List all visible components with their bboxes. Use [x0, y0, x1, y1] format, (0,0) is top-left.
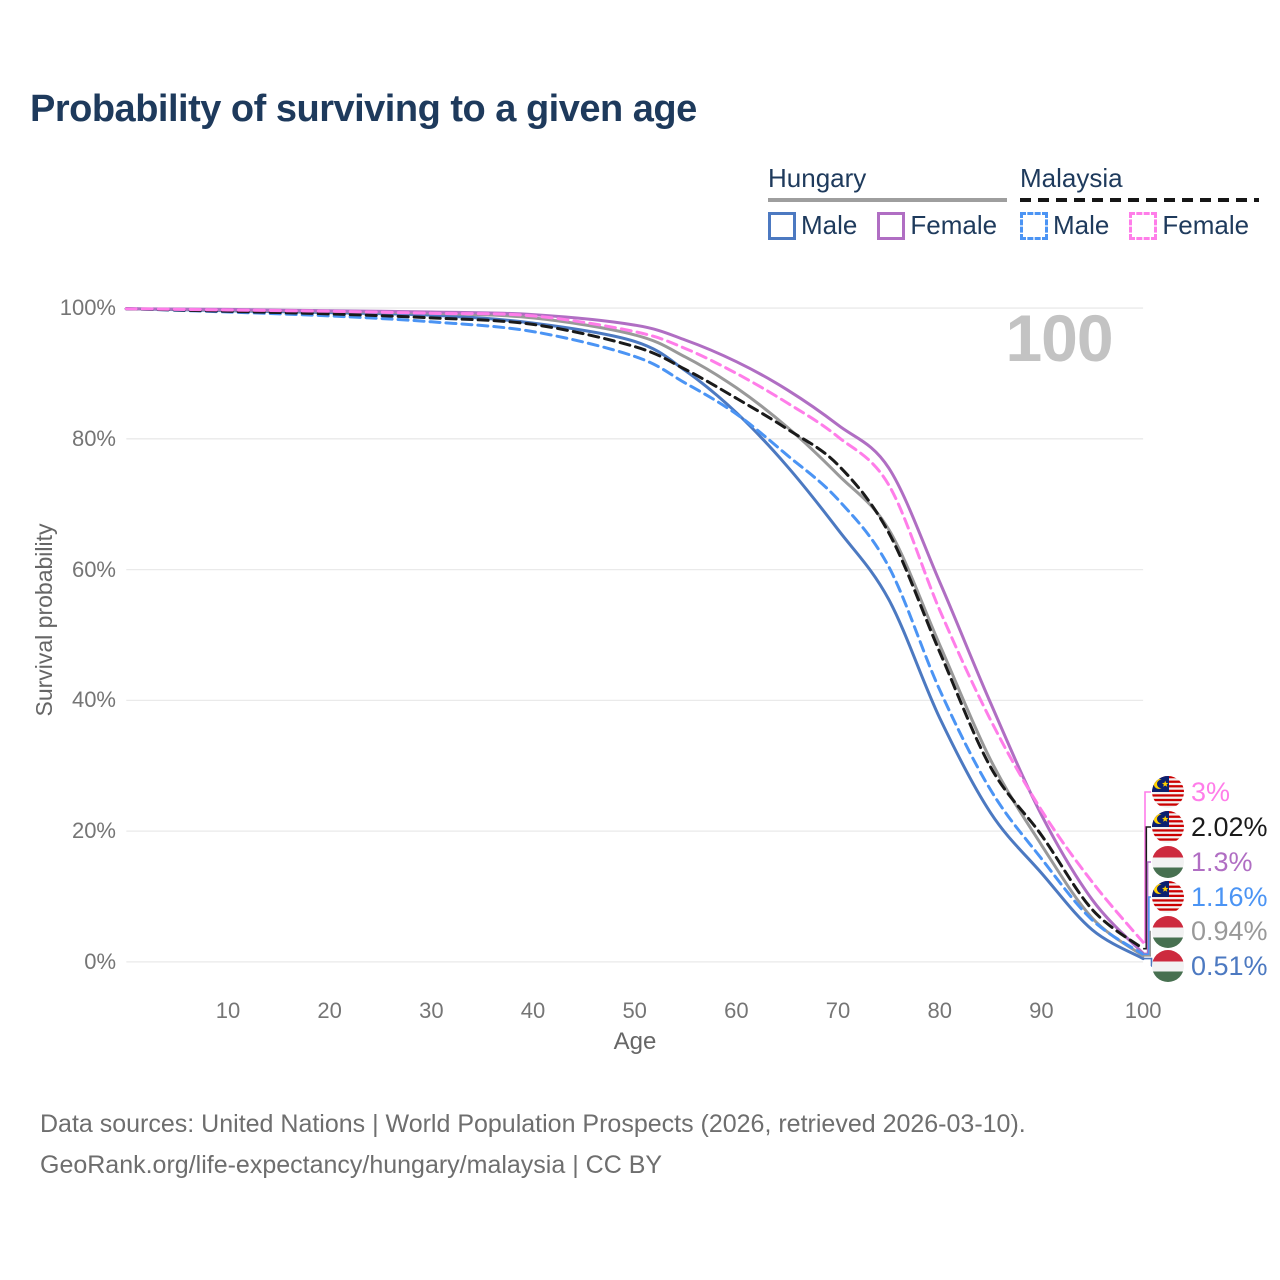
malaysia-flag-icon: [1152, 776, 1184, 808]
x-axis-title: Age: [613, 1028, 657, 1055]
data-sources-note: Data sources: United Nations | World Pop…: [40, 1110, 1026, 1138]
y-tick-label: 40%: [71, 687, 116, 713]
x-tick-label: 10: [215, 998, 241, 1023]
y-tick-label: 20%: [71, 818, 116, 844]
x-tick-label: 30: [419, 998, 444, 1023]
y-tick-label: 100%: [59, 295, 116, 321]
legend-group-malaysia: Malaysia Male Female: [1020, 163, 1260, 241]
end-label-value: 0.94%: [1191, 916, 1268, 946]
legend-item-hungary-female[interactable]: Female: [877, 210, 997, 241]
curve-hungary_male: [124, 307, 1145, 961]
x-tick-label: 50: [622, 998, 647, 1023]
end-label-value: 3%: [1191, 776, 1231, 807]
end-label-value: 2.02%: [1191, 811, 1268, 842]
curve-malaysia_total: [124, 307, 1145, 951]
end-label-value: 1.16%: [1191, 881, 1268, 912]
age-watermark: 100: [1005, 301, 1113, 375]
x-tick-label: 90: [1029, 998, 1054, 1023]
curve-hungary_total: [124, 307, 1145, 958]
y-axis-title: Survival probability: [31, 523, 57, 717]
page-title: Probability of surviving to a given age: [30, 88, 697, 130]
hungary-flag-icon: [1152, 846, 1184, 878]
legend-label: Female: [1162, 210, 1250, 240]
end-label-malaysia_male: 1.16%: [1152, 880, 1268, 914]
y-tick-label: 0%: [84, 948, 116, 974]
curve-malaysia_male: [124, 307, 1145, 956]
x-tick-label: 20: [317, 998, 342, 1023]
malaysia-flag-icon: [1152, 881, 1184, 913]
y-tick-label: 80%: [71, 425, 116, 451]
y-tick-label: 60%: [71, 556, 116, 582]
curve-malaysia_female: [124, 307, 1145, 944]
hungary-male-checkbox[interactable]: [768, 211, 796, 240]
end-label-hungary_total: 0.94%: [1152, 915, 1268, 949]
legend-country-hungary: Hungary: [768, 163, 867, 193]
legend-item-malaysia-female[interactable]: Female: [1129, 210, 1249, 241]
end-label-value: 1.3%: [1191, 846, 1253, 877]
legend-item-hungary-male[interactable]: Male: [768, 210, 857, 241]
end-label-connectors: [1143, 791, 1153, 967]
legend-group-hungary: Hungary Male Female: [768, 163, 1008, 241]
end-label-hungary_male: 0.51%: [1152, 949, 1268, 983]
x-tick-label: 60: [724, 998, 749, 1023]
legend-label: Male: [801, 210, 858, 240]
gridlines: [126, 307, 1144, 963]
malaysia-female-checkbox[interactable]: [1129, 211, 1158, 240]
legend-label: Male: [1053, 210, 1110, 240]
curve-hungary_female: [124, 307, 1145, 955]
end-label-malaysia_female: 3%: [1152, 775, 1230, 809]
malaysia-male-checkbox[interactable]: [1020, 211, 1048, 240]
end-label-value: 0.51%: [1191, 950, 1268, 981]
x-tick-label: 80: [927, 998, 952, 1023]
hungary-female-checkbox[interactable]: [877, 211, 906, 240]
x-tick-label: 40: [520, 998, 546, 1023]
end-label-malaysia_total: 2.02%: [1152, 810, 1268, 844]
malaysia-flag-icon: [1152, 811, 1184, 843]
hungary-flag-icon: [1152, 915, 1184, 948]
legend-country-malaysia: Malaysia: [1020, 163, 1123, 193]
source-url-note: GeoRank.org/life-expectancy/hungary/mala…: [40, 1151, 663, 1179]
x-tick-label: 70: [825, 998, 851, 1023]
curve-lines: [124, 307, 1145, 961]
hungary-line-style-swatch: [768, 198, 1008, 202]
malaysia-line-style-swatch: [1020, 198, 1260, 202]
legend-item-malaysia-male[interactable]: Male: [1020, 210, 1109, 241]
hungary-flag-icon: [1152, 950, 1184, 982]
x-tick-label: 100: [1124, 998, 1162, 1023]
legend-label: Female: [910, 210, 998, 240]
end-label-hungary_female: 1.3%: [1152, 845, 1253, 879]
